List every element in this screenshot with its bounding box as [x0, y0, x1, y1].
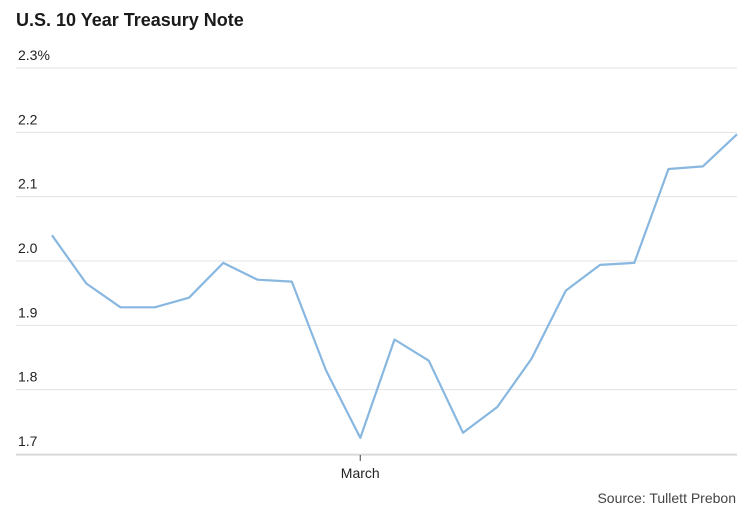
source-note: Source: Tullett Prebon — [597, 490, 736, 506]
chart-title: U.S. 10 Year Treasury Note — [16, 10, 244, 30]
y-tick-label: 1.8 — [18, 369, 38, 385]
series — [51, 133, 738, 439]
y-axis-ticks: 2.3% 2.2 2.1 2.0 1.9 1.8 1.7 — [18, 47, 50, 449]
y-tick-label: 2.0 — [18, 240, 38, 256]
y-tick-label: 2.2 — [18, 111, 38, 127]
series-line — [51, 133, 738, 439]
y-tick-label: 2.3% — [18, 47, 50, 63]
y-tick-label: 1.7 — [18, 433, 38, 449]
x-tick-label: March — [341, 465, 380, 481]
y-tick-label: 2.1 — [18, 176, 38, 192]
x-axis-ticks: March — [341, 455, 380, 481]
y-tick-label: 1.9 — [18, 304, 38, 320]
grid-lines — [16, 67, 737, 456]
